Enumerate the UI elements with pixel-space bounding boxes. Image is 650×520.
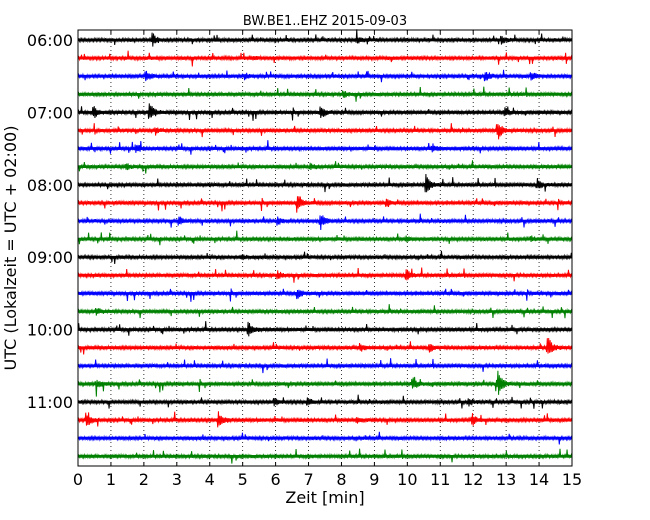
trace: [77, 86, 573, 102]
x-tick-label: 10: [397, 470, 417, 489]
trace: [77, 267, 573, 283]
trace: [77, 370, 573, 397]
trace: [77, 50, 573, 67]
trace: [77, 140, 573, 155]
trace: [77, 69, 573, 83]
x-tick-label: 1: [106, 470, 116, 489]
trace-waveform: [77, 173, 573, 193]
y-tick-label: 08:00: [27, 176, 73, 195]
trace: [77, 431, 573, 445]
y-tick-label: 09:00: [27, 248, 73, 267]
trace: [77, 358, 573, 374]
grid: [110, 30, 540, 466]
trace: [77, 304, 573, 319]
x-tick-label: 3: [172, 470, 182, 489]
x-tick-label: 15: [562, 470, 582, 489]
x-tick-label: 13: [496, 470, 516, 489]
trace: [77, 338, 573, 355]
trace: [77, 196, 573, 213]
plot-frame: [77, 29, 573, 467]
trace: [77, 29, 573, 47]
trace: [77, 213, 573, 230]
trace: [77, 250, 573, 265]
x-tick-label: 12: [463, 470, 483, 489]
trace: [77, 321, 573, 337]
trace-waveform: [77, 196, 573, 213]
trace-waveform: [77, 338, 573, 355]
x-tick-label: 11: [430, 470, 450, 489]
y-tick-label: 10:00: [27, 321, 73, 340]
trace: [77, 123, 573, 140]
x-tick-label: 14: [529, 470, 549, 489]
x-tick-label: 0: [73, 470, 83, 489]
x-tick-label: 6: [271, 470, 281, 489]
x-tick-label: 5: [238, 470, 248, 489]
x-tick-label: 9: [369, 470, 379, 489]
x-tick-label: 7: [303, 470, 313, 489]
trace: [77, 230, 573, 246]
trace: [77, 103, 573, 121]
x-tick-label: 4: [205, 470, 215, 489]
trace: [77, 411, 573, 428]
traces: [77, 29, 573, 464]
trace: [77, 448, 573, 464]
x-axis-label: Zeit [min]: [285, 488, 364, 507]
x-tick-label: 8: [336, 470, 346, 489]
trace-waveform: [77, 29, 573, 47]
chart-title: BW.BE1..EHZ 2015-09-03: [243, 14, 407, 29]
trace-waveform: [77, 288, 573, 302]
trace: [77, 160, 573, 174]
trace: [77, 288, 573, 302]
trace: [77, 394, 573, 409]
y-axis-label: UTC (Lokalzeit = UTC + 02:00): [1, 126, 20, 371]
axes: 0 1 2 3 4 5 6 7 8 9 10 11 12 13 14 1506:0007:0008:0009:…: [27, 30, 582, 489]
y-tick-label: 06:00: [27, 31, 73, 50]
y-tick-label: 07:00: [27, 103, 73, 122]
x-tick-label: 2: [139, 470, 149, 489]
y-tick-label: 11:00: [27, 393, 73, 412]
trace: [77, 173, 573, 193]
